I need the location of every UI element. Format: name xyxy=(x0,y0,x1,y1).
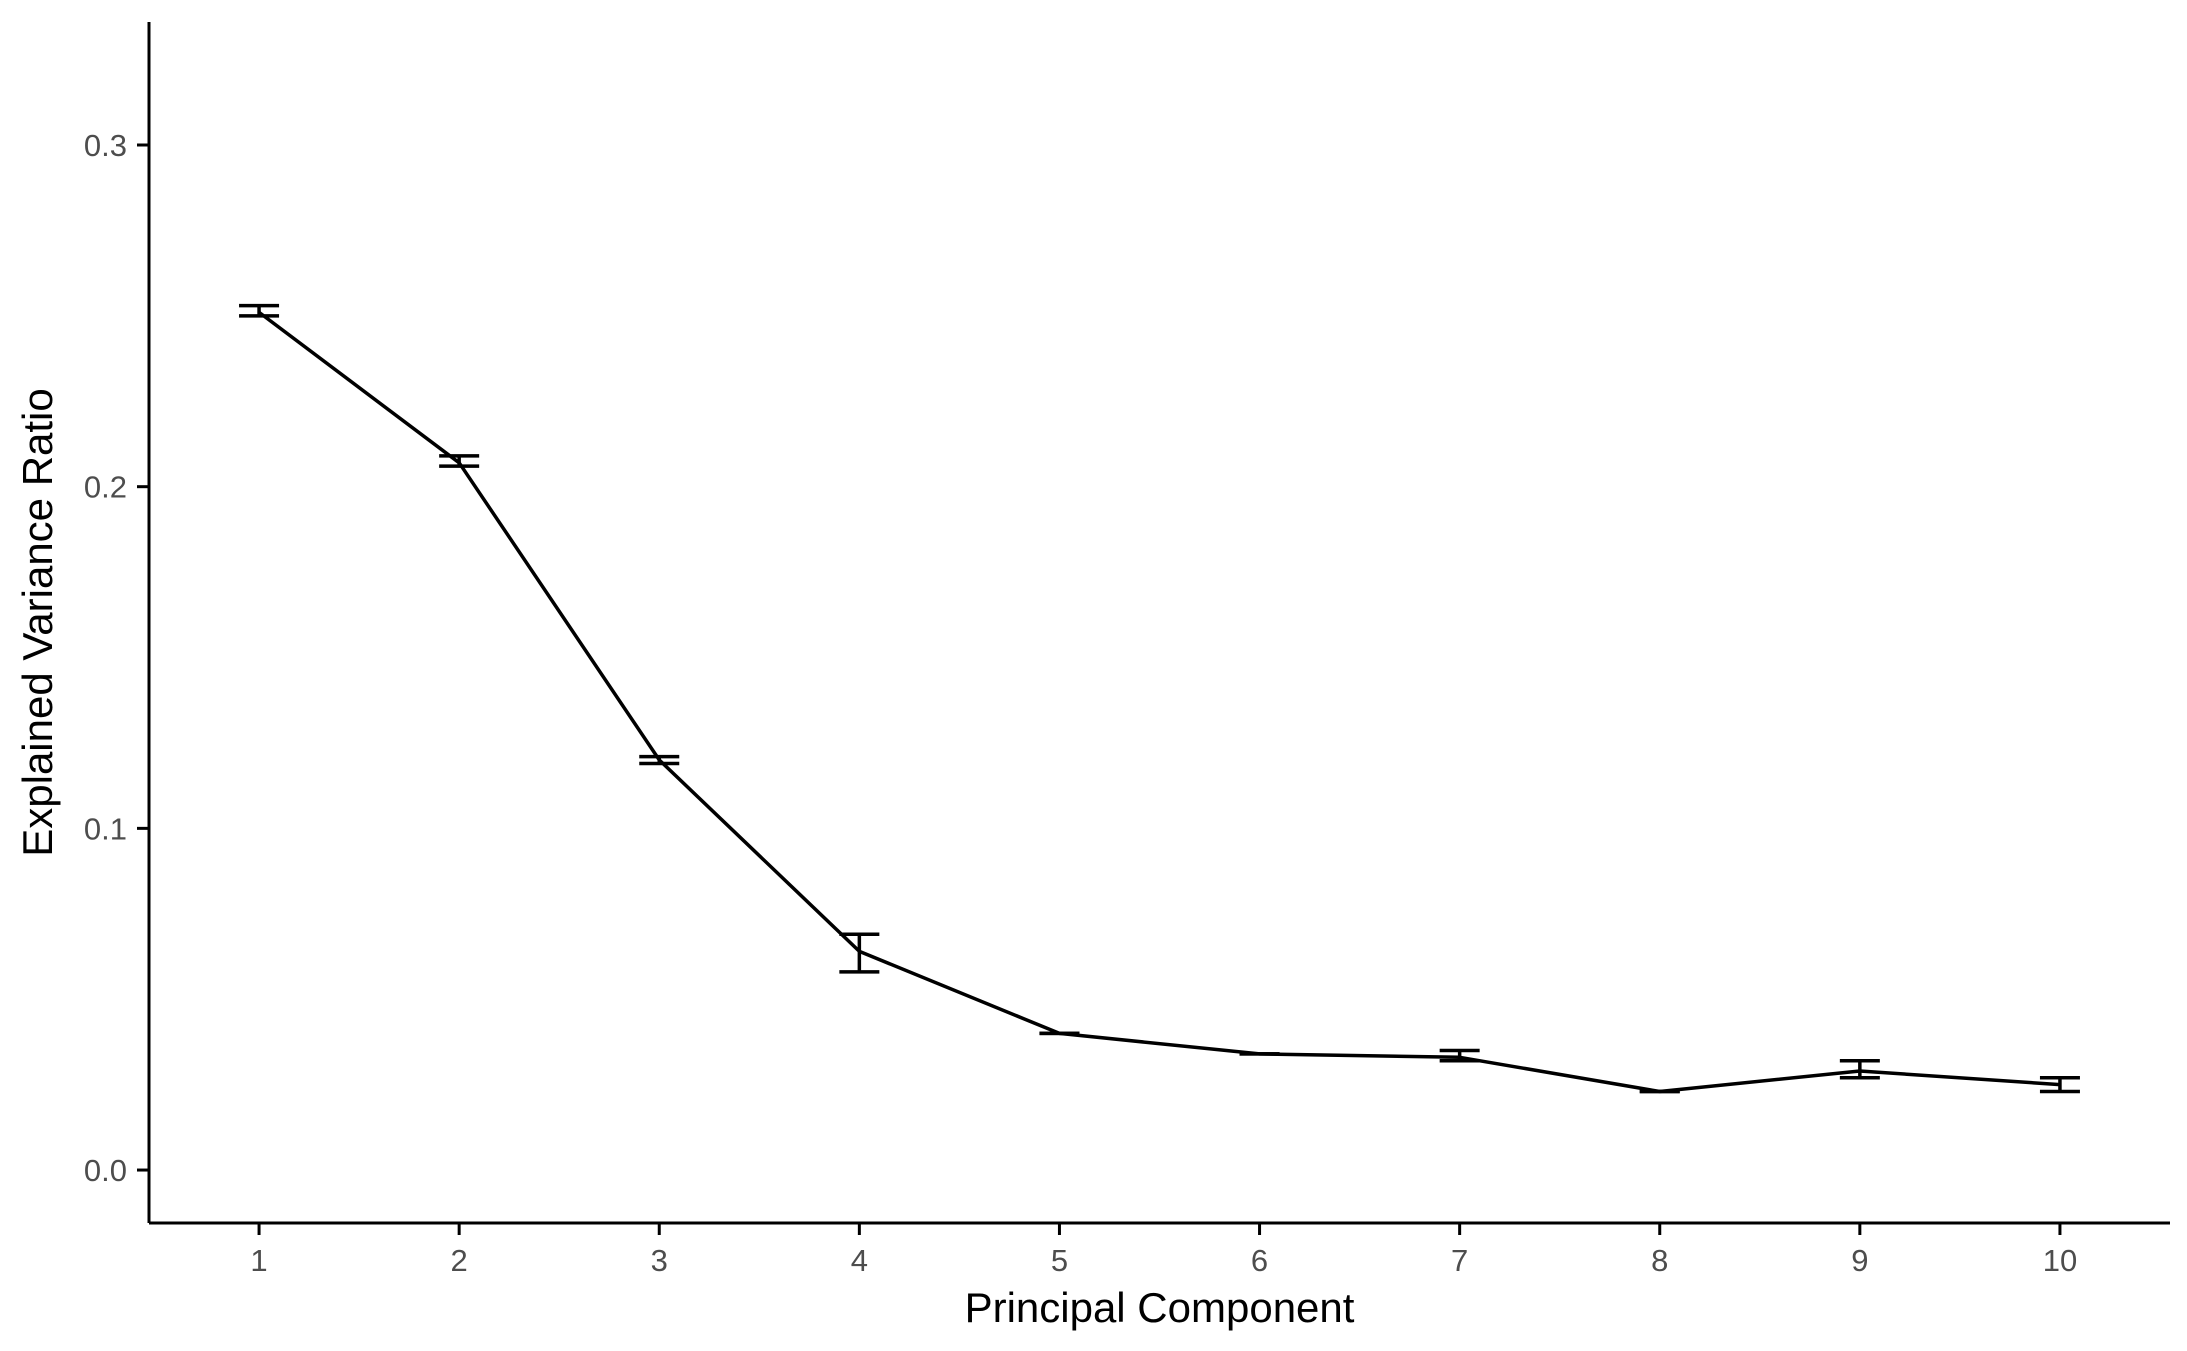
y-axis-title: Explained Variance Ratio xyxy=(14,388,61,857)
series-line xyxy=(258,311,2061,1094)
x-tick-label: 9 xyxy=(1851,1243,1868,1278)
y-axis-ticks: 0.0 0.1 0.2 0.3 xyxy=(84,128,149,1188)
error-bar xyxy=(439,454,480,468)
x-tick-label: 1 xyxy=(250,1243,267,1278)
x-tick-label: 10 xyxy=(2043,1243,2077,1278)
x-tick-label: 6 xyxy=(1251,1243,1268,1278)
y-tick-label: 0.1 xyxy=(84,811,127,846)
x-tick-label: 4 xyxy=(851,1243,868,1278)
error-bar xyxy=(1839,1058,1880,1080)
error-bar xyxy=(1439,1048,1480,1063)
y-tick-label: 0.3 xyxy=(84,128,127,163)
x-tick-label: 3 xyxy=(651,1243,668,1278)
x-tick-label: 7 xyxy=(1451,1243,1468,1278)
error-bar xyxy=(239,303,280,318)
y-tick-label: 0.0 xyxy=(84,1153,127,1188)
error-bar xyxy=(639,754,680,766)
series-line-group xyxy=(258,311,2061,1094)
x-tick-label: 8 xyxy=(1651,1243,1668,1278)
y-tick-label: 0.2 xyxy=(84,470,127,505)
x-axis-ticks: 1 2 3 4 5 6 7 8 9 10 xyxy=(250,1223,2077,1278)
error-bars xyxy=(239,303,2080,1094)
x-tick-label: 5 xyxy=(1051,1243,1068,1278)
error-bar xyxy=(839,932,880,974)
error-bar xyxy=(2039,1076,2080,1094)
x-tick-label: 2 xyxy=(451,1243,468,1278)
x-axis-title: Principal Component xyxy=(965,1284,1355,1331)
axes xyxy=(147,22,2170,1225)
